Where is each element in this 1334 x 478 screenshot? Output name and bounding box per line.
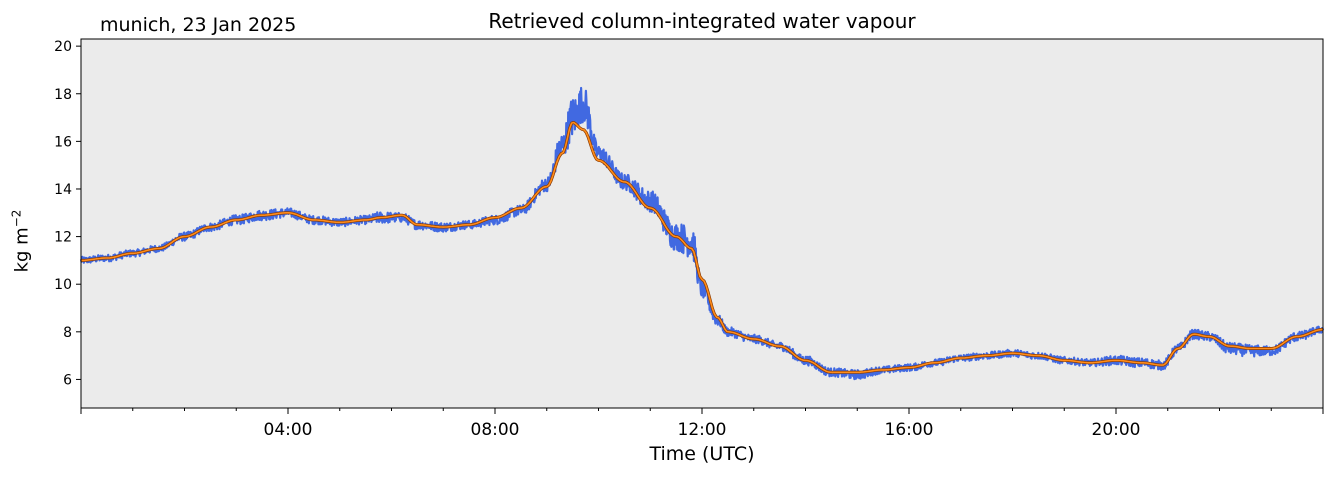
plot-area <box>81 39 1323 408</box>
y-tick-label: 10 <box>54 277 72 293</box>
y-tick-label: 6 <box>63 372 72 388</box>
x-tick-label: 04:00 <box>264 420 313 440</box>
x-tick-label: 08:00 <box>471 420 520 440</box>
y-tick-label: 16 <box>54 134 72 150</box>
x-tick-label: 16:00 <box>885 420 934 440</box>
y-axis-label-exponent: −2 <box>9 209 24 228</box>
x-tick-label: 12:00 <box>678 420 727 440</box>
y-tick-label: 20 <box>54 39 72 55</box>
smoothed-series-layer <box>81 121 1324 374</box>
smoothed-series-line <box>81 121 1324 374</box>
x-tick-label: 20:00 <box>1092 420 1141 440</box>
y-axis-label-text: kg m <box>11 227 33 273</box>
y-tick-label: 14 <box>54 182 72 198</box>
y-axis-label: kg m−2 <box>3 176 39 306</box>
y-tick-label: 18 <box>54 87 72 103</box>
y-tick-label: 8 <box>63 325 72 341</box>
x-axis-label: Time (UTC) <box>649 443 755 465</box>
chart-title: Retrieved column-integrated water vapour <box>488 9 916 33</box>
y-tick-label: 12 <box>54 230 72 246</box>
chart-subtitle: munich, 23 Jan 2025 <box>100 14 297 36</box>
axes-layer: 6 8 10 12 14 16 18 20 04:00 08:00 12:00 16:00 20:00 <box>54 39 1324 440</box>
